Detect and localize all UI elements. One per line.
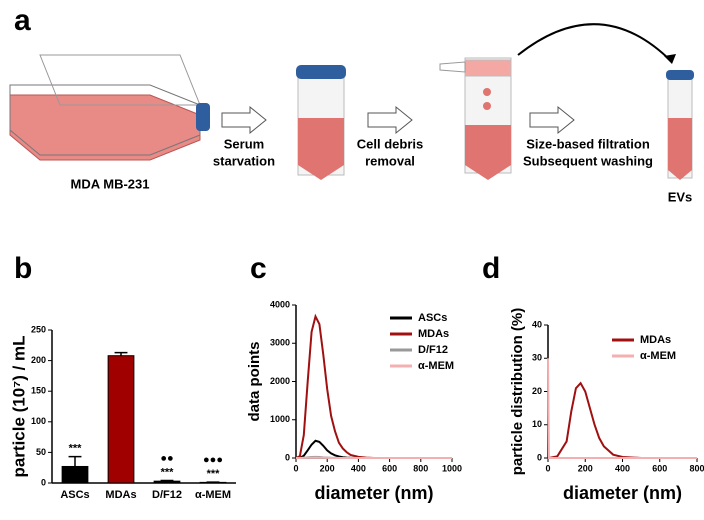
x-axis-label: diameter (nm) xyxy=(314,483,433,503)
line xyxy=(548,381,697,459)
bar xyxy=(153,480,181,484)
x-tick-label: 1000 xyxy=(442,463,462,473)
y-tick-label: 100 xyxy=(31,416,46,426)
x-axis-label: diameter (nm) xyxy=(563,483,682,503)
y-tick-label: 0 xyxy=(285,452,290,462)
cell-line: MDA MB-231 xyxy=(71,176,150,191)
y-tick-label: 250 xyxy=(31,324,46,334)
flask-cap xyxy=(196,103,210,131)
tube-cap xyxy=(666,70,694,80)
error-bar xyxy=(114,351,128,356)
x-tick-label: ASCs xyxy=(60,489,89,501)
y-tick-label: 40 xyxy=(532,319,542,329)
bar xyxy=(61,465,89,484)
y-tick-label: 150 xyxy=(31,386,46,396)
significance: *** xyxy=(69,443,83,455)
x-tick-label: 400 xyxy=(351,463,366,473)
filter-tab xyxy=(439,61,466,73)
line xyxy=(295,439,452,459)
flask-liquid xyxy=(9,94,201,161)
legend-label: ASCs xyxy=(418,312,447,324)
panel-label: c xyxy=(250,252,267,285)
arrowhead xyxy=(664,54,676,64)
schematic xyxy=(9,23,694,180)
y-tick-label: 50 xyxy=(36,447,46,457)
x-tick-label: 400 xyxy=(615,463,630,473)
drop xyxy=(483,88,491,96)
panel-label: d xyxy=(482,252,500,285)
y-tick-label: 30 xyxy=(532,353,542,363)
y-tick-label: 3000 xyxy=(270,338,290,348)
significance: *** xyxy=(161,466,175,478)
x-tick-label: 200 xyxy=(320,463,335,473)
tube-cap xyxy=(296,65,346,79)
y-axis-label: particle (10⁷) / mL xyxy=(9,335,28,477)
tube-liquid xyxy=(465,125,511,180)
y-tick-label: 0 xyxy=(537,452,542,462)
significance: *** xyxy=(207,468,221,480)
step: removal xyxy=(365,153,415,168)
y-tick-label: 1000 xyxy=(270,414,290,424)
error-bar xyxy=(68,455,82,467)
step: Size-based filtration xyxy=(526,136,650,151)
y-tick-label: 200 xyxy=(31,355,46,365)
tube-liquid xyxy=(298,118,344,180)
error-bar xyxy=(160,479,174,482)
x-tick-label: 600 xyxy=(382,463,397,473)
y-tick-label: 10 xyxy=(532,419,542,429)
step: Cell debris xyxy=(357,136,423,151)
legend-label: D/F12 xyxy=(418,344,448,356)
y-tick-label: 2000 xyxy=(270,376,290,386)
x-tick-label: 0 xyxy=(545,463,550,473)
flask xyxy=(9,84,201,156)
filter xyxy=(464,59,512,77)
step: starvation xyxy=(213,153,275,168)
x-tick-label: 0 xyxy=(293,463,298,473)
y-tick-label: 4000 xyxy=(270,299,290,309)
line xyxy=(547,358,697,459)
step: Serum xyxy=(224,136,264,151)
x-tick-label: 800 xyxy=(413,463,428,473)
y-tick-label: 20 xyxy=(532,386,542,396)
significance-dots: ●●● xyxy=(203,454,223,466)
x-tick-label: 600 xyxy=(652,463,667,473)
panel-label: b xyxy=(14,252,32,285)
legend-label: MDAs xyxy=(418,328,449,340)
y-axis-label: particle distribution (%) xyxy=(509,308,526,476)
x-tick-label: MDAs xyxy=(105,489,136,501)
arrow xyxy=(367,105,413,135)
x-tick-label: 800 xyxy=(689,463,704,473)
y-axis-label: data points xyxy=(246,341,263,421)
step: Subsequent washing xyxy=(523,153,653,168)
significance-dots: ●● xyxy=(160,452,173,464)
arrow xyxy=(221,105,267,135)
legend-label: MDAs xyxy=(640,334,671,346)
x-tick-label: D/F12 xyxy=(152,489,182,501)
bar xyxy=(107,355,135,484)
tube-liquid xyxy=(668,118,692,180)
panel-label: a xyxy=(14,4,31,37)
legend-label: α-MEM xyxy=(640,350,676,362)
x-tick-label: 200 xyxy=(578,463,593,473)
product: EVs xyxy=(668,189,693,204)
y-tick-label: 0 xyxy=(41,477,46,487)
drop xyxy=(483,102,491,110)
legend-label: α-MEM xyxy=(418,360,454,372)
arrow xyxy=(529,105,575,135)
arrow xyxy=(517,23,673,63)
x-tick-label: α-MEM xyxy=(195,489,231,501)
